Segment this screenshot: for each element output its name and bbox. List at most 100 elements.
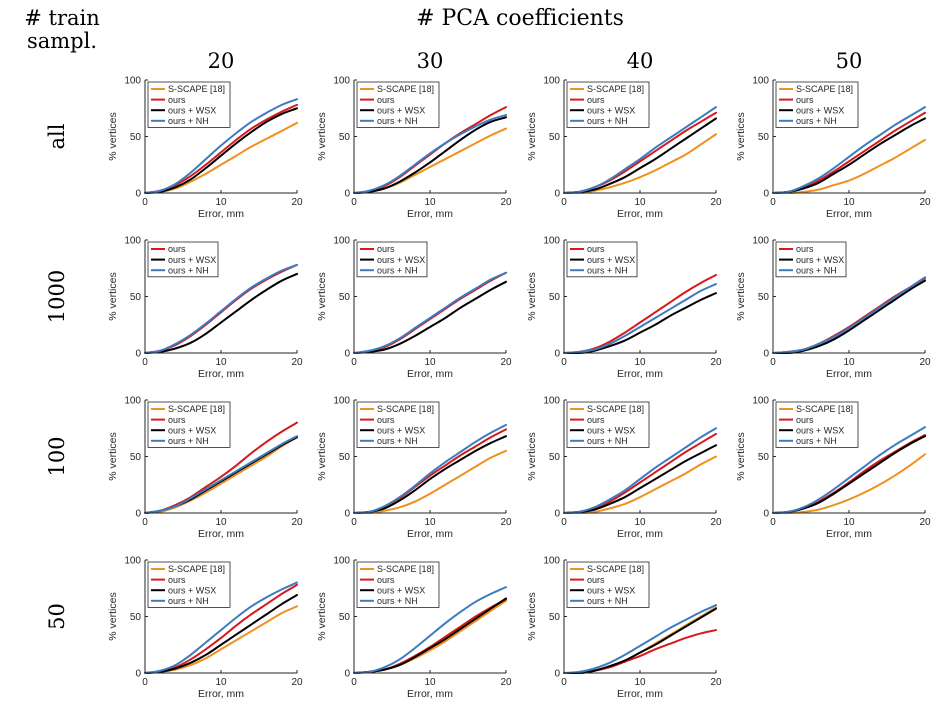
legend-entry-ours-nh: ours + NH [168,596,209,606]
x-axis-label: Error, mm [198,688,244,700]
curves [563,604,717,674]
legend-entry-s-scape-18: S-SCAPE [18] [168,404,225,414]
panel-all-30: 0 10 20 0 50 100 Error, mm % vertices S-SCAPE [1… [316,76,512,221]
x-tick-label: 10 [634,677,646,688]
legend-entry-ours-nh: ours + NH [796,116,837,126]
x-axis-label: Error, mm [407,368,453,380]
pca-coefficients-title: # PCA coefficients [416,6,624,31]
panel-all-20: 0 10 20 0 50 100 Error, mm % vertices S-SCAPE [1… [107,76,303,221]
row-header-50: 50 [45,603,69,630]
y-tick-label: 100 [124,556,141,567]
x-tick-label: 0 [351,357,357,368]
y-tick-label: 100 [124,236,141,247]
legend-entry-ours: ours [587,415,605,425]
x-axis-label: Error, mm [826,208,872,220]
x-tick-label: 20 [710,517,722,528]
x-axis-label: Error, mm [826,368,872,380]
panel-all-50: 0 10 20 0 50 100 Error, mm % vertices S-SCAPE [1… [735,76,931,221]
legend-entry-ours: ours [377,244,395,254]
y-tick-label: 100 [333,236,350,247]
legend-entry-ours-wsx: ours + WSX [168,425,216,435]
series-line-ours-wsx [353,280,507,354]
train-samples-label-line2: sampl. [27,29,97,53]
curves [563,427,717,514]
y-tick-label: 50 [130,612,142,623]
x-tick-label: 10 [843,357,855,368]
series-line-ours-nh [563,427,717,514]
legend-entry-s-scape-18: S-SCAPE [18] [587,564,644,574]
series-line-ours [144,263,298,354]
x-tick-label: 10 [634,517,646,528]
y-tick-label: 50 [339,132,351,143]
series-line-ours-wsx [772,279,926,354]
x-tick-label: 10 [424,357,436,368]
series-line-ours-wsx [353,116,507,194]
panel-all-40: 0 10 20 0 50 100 Error, mm % vertices S-SCAPE [1… [526,76,722,221]
y-axis-label: % vertices [107,272,119,320]
y-tick-label: 0 [554,349,560,360]
y-axis-label: % vertices [316,592,328,640]
x-tick-label: 0 [561,197,567,208]
y-tick-label: 0 [344,669,350,680]
legend-entry-ours: ours [377,415,395,425]
series-line-s-scape-18 [772,453,926,514]
legend-entry-ours-wsx: ours + WSX [587,425,635,435]
y-tick-label: 0 [135,509,141,520]
x-tick-label: 0 [770,197,776,208]
y-tick-label: 0 [763,349,769,360]
panel-50-40: 0 10 20 0 50 100 Error, mm % vertices S-SCAPE [1… [526,556,722,701]
legend-entry-ours-wsx: ours + WSX [377,585,425,595]
y-tick-label: 0 [554,189,560,200]
x-tick-label: 20 [500,197,512,208]
series-line-ours-wsx [563,444,717,514]
legend-entry-ours-nh: ours + NH [796,436,837,446]
series-line-ours-nh [563,283,717,354]
legend-entry-ours: ours [796,244,814,254]
y-tick-label: 100 [333,556,350,567]
x-tick-label: 0 [770,357,776,368]
legend-entry-ours-wsx: ours + WSX [587,585,635,595]
x-tick-label: 20 [291,677,303,688]
series-line-ours-wsx [144,594,298,674]
y-tick-label: 50 [758,132,770,143]
y-tick-label: 100 [124,396,141,407]
x-tick-label: 0 [351,197,357,208]
y-axis-label: % vertices [316,432,328,480]
series-line-ours-nh [772,276,926,354]
panel-50-30: 0 10 20 0 50 100 Error, mm % vertices S-SCAPE [1… [316,556,512,701]
x-tick-label: 20 [291,357,303,368]
y-tick-label: 50 [130,452,142,463]
curves [353,106,507,194]
panel-100-40: 0 10 20 0 50 100 Error, mm % vertices S-SCAPE [1… [526,396,722,541]
y-tick-label: 0 [344,509,350,520]
legend-entry-ours: ours [587,95,605,105]
x-tick-label: 10 [215,677,227,688]
y-tick-label: 100 [752,396,769,407]
x-tick-label: 0 [142,197,148,208]
y-tick-label: 0 [554,669,560,680]
legend-entry-s-scape-18: S-SCAPE [18] [168,564,225,574]
y-tick-label: 0 [135,669,141,680]
column-header-20: 20 [208,49,235,73]
y-tick-label: 100 [333,396,350,407]
legend-entry-ours-wsx: ours + WSX [168,105,216,115]
y-tick-label: 50 [339,612,351,623]
series-line-ours-nh [772,426,926,514]
panel-50-20: 0 10 20 0 50 100 Error, mm % vertices S-SCAPE [1… [107,556,303,701]
legend-entry-ours: ours [168,575,186,585]
y-tick-label: 0 [344,349,350,360]
y-axis-label: % vertices [107,112,119,160]
y-tick-label: 100 [752,76,769,87]
y-tick-label: 0 [763,189,769,200]
series-line-ours-wsx [772,117,926,194]
